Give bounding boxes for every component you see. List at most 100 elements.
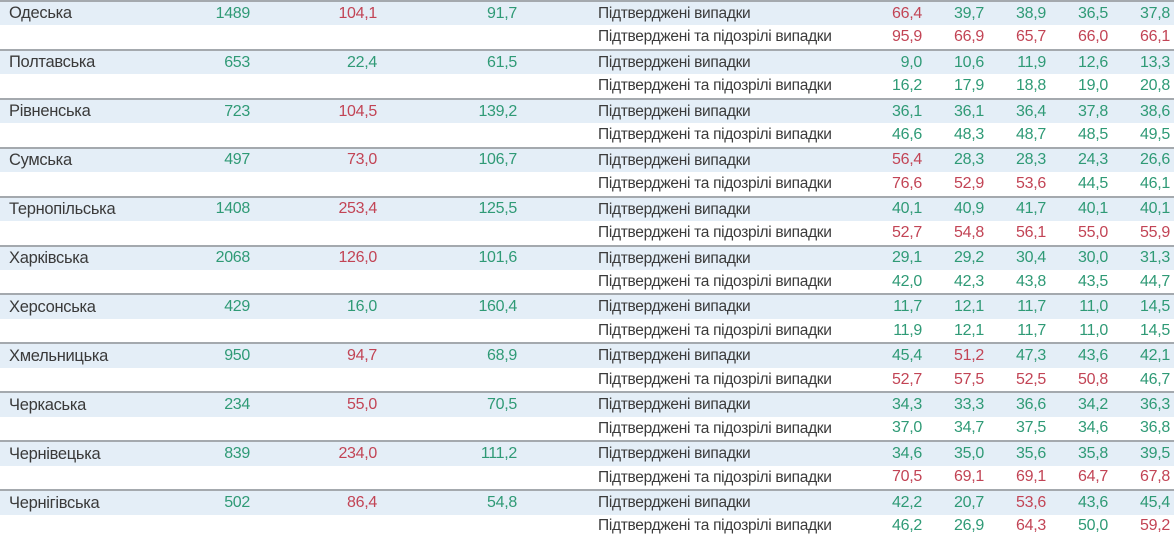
confirmed-suspected-subrow: Підтверджені та підозрілі випадки 46,6 4… (0, 123, 1174, 147)
region-name: Чернігівська (9, 493, 100, 512)
confirmed-suspected-value: 16,2 (892, 77, 922, 95)
confirmed-suspected-value: 20,8 (1140, 77, 1170, 95)
confirmed-value: 34,6 (892, 444, 922, 462)
confirmed-suspected-value: 52,7 (892, 223, 922, 241)
confirmed-value: 42,2 (892, 493, 922, 511)
confirmed-label: Підтверджені випадки (598, 396, 751, 414)
cases-count: 502 (224, 493, 250, 511)
confirmed-suspected-label: Підтверджені та підозрілі випадки (598, 126, 832, 144)
confirmed-label: Підтверджені випадки (598, 151, 751, 169)
confirmed-suspected-value: 53,6 (1016, 174, 1046, 192)
dynamics-value: 139,2 (478, 102, 517, 120)
confirmed-value: 35,8 (1078, 444, 1108, 462)
confirmed-suspected-value: 64,7 (1078, 468, 1108, 486)
confirmed-value: 30,4 (1016, 249, 1046, 267)
confirmed-suspected-label: Підтверджені та підозрілі випадки (598, 517, 832, 535)
confirmed-value: 9,0 (900, 53, 923, 71)
confirmed-suspected-value: 66,1 (1140, 28, 1170, 46)
confirmed-value: 30,0 (1078, 249, 1108, 267)
confirmed-value: 34,2 (1078, 395, 1108, 413)
confirmed-value: 36,1 (954, 102, 984, 120)
confirmed-subrow: Полтавська 653 22,4 61,5 Підтверджені ви… (0, 50, 1174, 75)
confirmed-subrow: Рівненська 723 104,5 139,2 Підтверджені … (0, 99, 1174, 124)
confirmed-suspected-subrow: Підтверджені та підозрілі випадки 70,5 6… (0, 465, 1174, 490)
confirmed-value: 43,6 (1078, 347, 1108, 365)
confirmed-subrow: Хмельницька 950 94,7 68,9 Підтверджені в… (0, 344, 1174, 368)
confirmed-value: 35,0 (954, 444, 984, 462)
confirmed-subrow: Черкаська 234 55,0 70,5 Підтверджені вип… (0, 393, 1174, 417)
dynamics-value: 68,9 (487, 347, 517, 365)
confirmed-value: 40,1 (892, 200, 922, 218)
confirmed-subrow: Сумська 497 73,0 106,7 Підтверджені випа… (0, 148, 1174, 173)
dynamics-value: 160,4 (478, 298, 517, 316)
confirmed-suspected-subrow: Підтверджені та підозрілі випадки 52,7 5… (0, 221, 1174, 245)
confirmed-label: Підтверджені випадки (598, 445, 751, 463)
table-row: Чернігівська 502 86,4 54,8 Підтверджені … (0, 489, 1174, 538)
confirmed-value: 33,3 (954, 395, 984, 413)
confirmed-subrow: Чернівецька 839 234,0 111,2 Підтверджені… (0, 442, 1174, 466)
confirmed-suspected-value: 56,1 (1016, 223, 1046, 241)
confirmed-value: 39,5 (1140, 444, 1170, 462)
confirmed-suspected-value: 11,0 (1079, 321, 1108, 339)
confirmed-suspected-subrow: Підтверджені та підозрілі випадки 37,0 3… (0, 416, 1174, 441)
table-row: Чернівецька 839 234,0 111,2 Підтверджені… (0, 440, 1174, 490)
region-name: Рівненська (9, 102, 91, 121)
region-name: Черкаська (9, 395, 87, 414)
incidence-value: 55,0 (347, 395, 377, 413)
confirmed-suspected-value: 57,5 (954, 370, 984, 388)
cases-count: 723 (224, 102, 250, 120)
confirmed-value: 20,7 (954, 493, 984, 511)
confirmed-suspected-value: 37,5 (1016, 419, 1046, 437)
confirmed-suspected-value: 66,9 (954, 28, 984, 46)
confirmed-suspected-subrow: Підтверджені та підозрілі випадки 42,0 4… (0, 269, 1174, 294)
confirmed-suspected-value: 11,7 (1017, 321, 1046, 339)
confirmed-subrow: Одеська 1489 104,1 91,7 Підтверджені вип… (0, 2, 1174, 26)
confirmed-suspected-label: Підтверджені та підозрілі випадки (598, 419, 832, 437)
confirmed-suspected-label: Підтверджені та підозрілі випадки (598, 468, 832, 486)
confirmed-suspected-subrow: Підтверджені та підозрілі випадки 76,6 5… (0, 172, 1174, 196)
confirmed-subrow: Херсонська 429 16,0 160,4 Підтверджені в… (0, 295, 1174, 319)
confirmed-suspected-value: 66,0 (1078, 28, 1108, 46)
confirmed-suspected-value: 55,9 (1140, 223, 1170, 241)
dynamics-value: 106,7 (478, 151, 517, 169)
confirmed-value: 28,3 (954, 151, 984, 169)
confirmed-suspected-value: 42,3 (954, 272, 984, 290)
region-name: Сумська (9, 151, 72, 170)
confirmed-value: 13,3 (1140, 53, 1170, 71)
incidence-value: 253,4 (338, 200, 377, 218)
table-row: Полтавська 653 22,4 61,5 Підтверджені ви… (0, 48, 1174, 98)
confirmed-value: 36,1 (892, 102, 922, 120)
region-name: Тернопільська (9, 200, 116, 219)
confirmed-suspected-value: 55,0 (1078, 223, 1108, 241)
confirmed-value: 37,8 (1078, 102, 1108, 120)
confirmed-value: 12,1 (954, 298, 984, 316)
table-row: Сумська 497 73,0 106,7 Підтверджені випа… (0, 146, 1174, 196)
cases-count: 2068 (215, 249, 251, 267)
confirmed-value: 36,5 (1078, 4, 1108, 22)
confirmed-value: 45,4 (892, 347, 922, 365)
confirmed-value: 28,3 (1016, 151, 1046, 169)
dynamics-value: 91,7 (487, 4, 517, 22)
confirmed-label: Підтверджені випадки (598, 494, 751, 512)
confirmed-suspected-subrow: Підтверджені та підозрілі випадки 46,2 2… (0, 514, 1174, 538)
confirmed-suspected-value: 52,9 (954, 174, 984, 192)
confirmed-suspected-label: Підтверджені та підозрілі випадки (598, 224, 832, 242)
confirmed-suspected-value: 44,7 (1140, 272, 1170, 290)
confirmed-label: Підтверджені випадки (598, 102, 751, 120)
confirmed-suspected-subrow: Підтверджені та підозрілі випадки 16,2 1… (0, 74, 1174, 98)
confirmed-value: 29,2 (954, 249, 984, 267)
confirmed-subrow: Харківська 2068 126,0 101,6 Підтверджені… (0, 246, 1174, 270)
confirmed-value: 34,3 (892, 395, 922, 413)
confirmed-value: 11,7 (1017, 298, 1046, 316)
confirmed-suspected-value: 18,8 (1016, 77, 1046, 95)
confirmed-value: 51,2 (954, 347, 984, 365)
confirmed-suspected-value: 52,7 (892, 370, 922, 388)
dynamics-value: 61,5 (487, 53, 517, 71)
confirmed-suspected-value: 17,9 (954, 77, 984, 95)
confirmed-suspected-value: 48,3 (954, 125, 984, 143)
confirmed-value: 37,8 (1140, 4, 1170, 22)
confirmed-value: 14,5 (1140, 298, 1170, 316)
table-row: Хмельницька 950 94,7 68,9 Підтверджені в… (0, 342, 1174, 392)
confirmed-value: 10,6 (954, 53, 984, 71)
confirmed-label: Підтверджені випадки (598, 298, 751, 316)
